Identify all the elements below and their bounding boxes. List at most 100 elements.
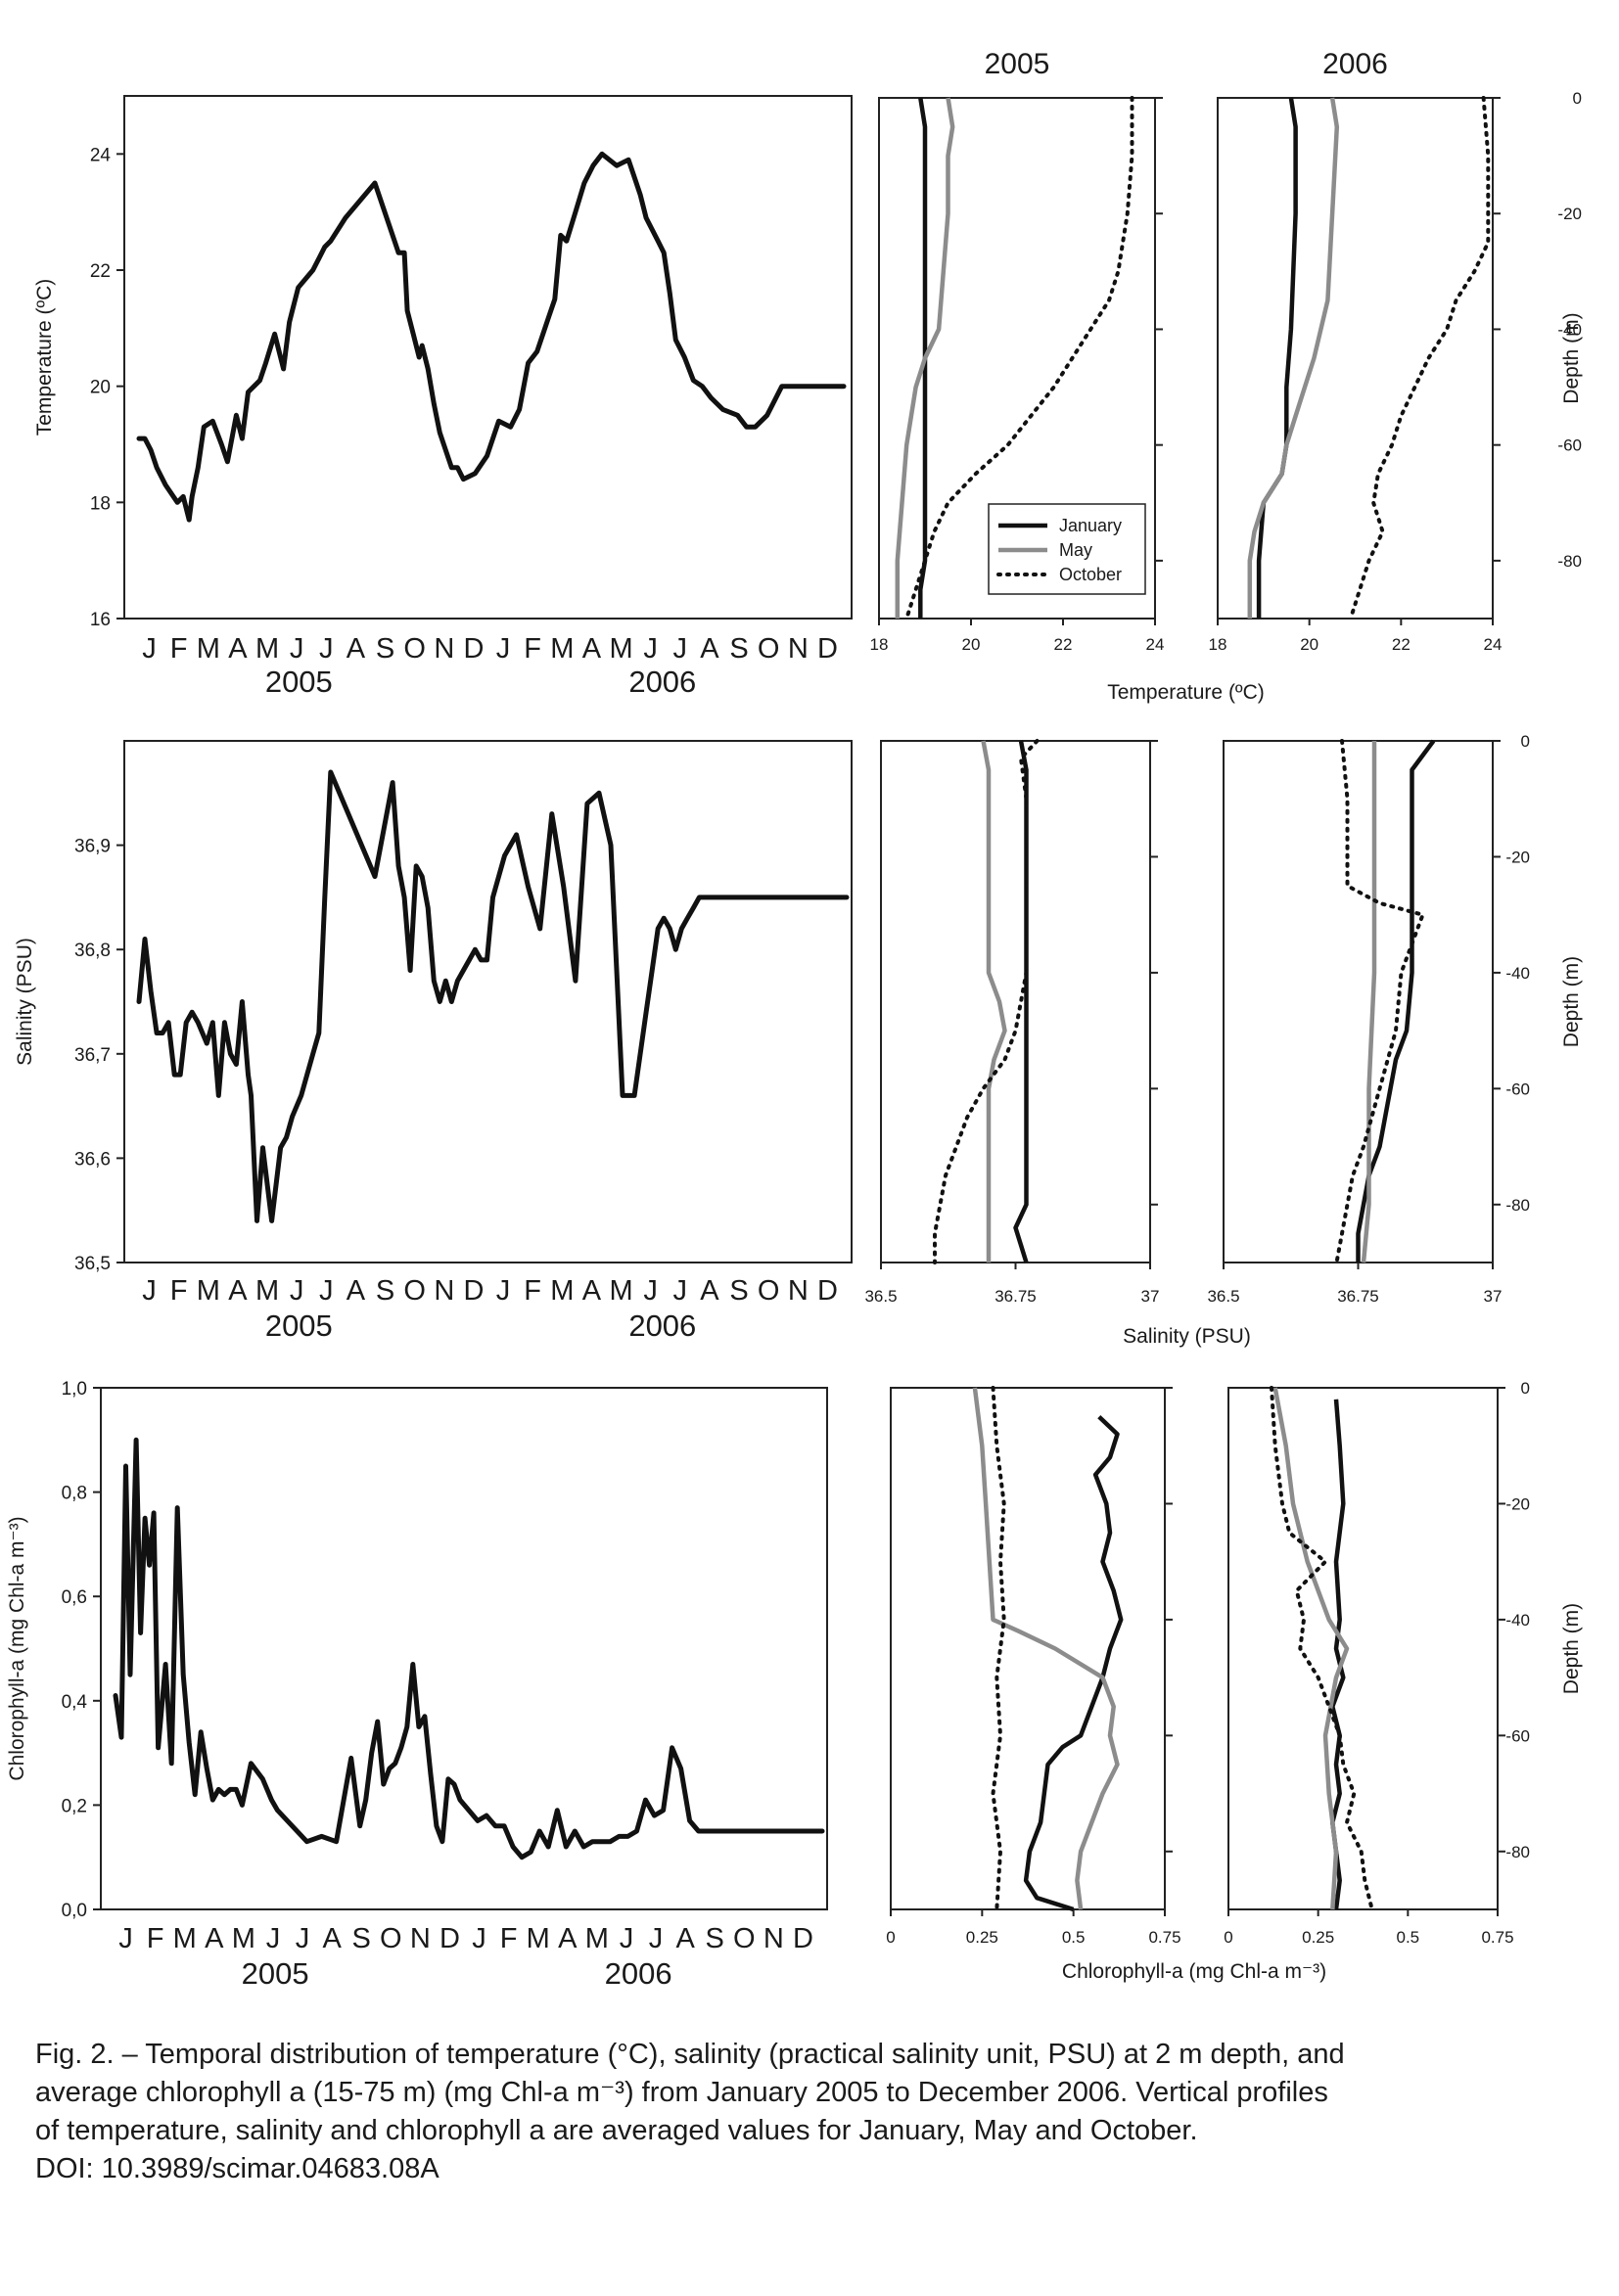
temperature-profiles-depth-tick-label: -40: [1557, 320, 1582, 339]
salinity-series-year-label-2006: 2006: [628, 1309, 696, 1343]
salinity-series-month-label-20: S: [729, 1275, 748, 1307]
chlorophyll-series-y-tick-label: 0,2: [62, 1796, 87, 1816]
chlorophyll-series-month-label-17: J: [620, 1923, 634, 1954]
temperature-profiles-2005-x-tick-label: 20: [962, 635, 981, 654]
salinity-profiles-depth-tick-label: -80: [1505, 1196, 1530, 1215]
salinity-profiles-2005-x-tick-label: 37: [1141, 1287, 1160, 1306]
temperature-series-month-label-7: A: [347, 633, 366, 665]
temperature-series-year-label-2006: 2006: [628, 665, 696, 699]
salinity-series-month-label-4: M: [255, 1275, 279, 1307]
chlorophyll-profiles-2005-x-tick-label: 0: [886, 1928, 895, 1947]
legend-label-january: January: [1059, 516, 1122, 535]
caption-line-4: DOI: 10.3989/scimar.04683.08A: [35, 2153, 439, 2184]
chlorophyll-profiles-2005-january-profile: [1023, 1414, 1124, 1912]
chlorophyll-profiles-2005-may-profile: [972, 1387, 1120, 1910]
temperature-series-frame: [123, 95, 853, 620]
chlorophyll-profiles-2005-october-profile: [991, 1386, 1006, 1911]
chlorophyll-profiles-2005-x-tick-label: 0.25: [966, 1928, 998, 1947]
legend-label-october: October: [1059, 565, 1122, 584]
temperature-series-y-tick-label: 18: [90, 493, 111, 514]
chlorophyll-series-month-label-18: J: [649, 1923, 664, 1954]
chlorophyll-profiles-x-axis-title: Chlorophyll-a (mg Chl-a m⁻³): [1062, 1960, 1326, 1983]
temperature-profiles-2006-may-profile: [1247, 97, 1340, 619]
salinity-profiles-depth-tick-label: 0: [1521, 732, 1530, 751]
salinity-profiles-depth-axis-title: Depth (m): [1560, 956, 1583, 1047]
salinity-series-month-label-13: F: [524, 1275, 541, 1307]
temperature-series-month-label-21: O: [758, 633, 780, 665]
chlorophyll-series-month-label-22: N: [763, 1923, 784, 1954]
chlorophyll-profiles-depth-tick-label: -80: [1505, 1843, 1530, 1861]
chlorophyll-series-month-label-20: S: [706, 1923, 724, 1954]
temperature-series-month-label-10: N: [434, 633, 454, 665]
temperature-profiles-2005-x-tick-label: 22: [1054, 635, 1073, 654]
temperature-series-month-label-16: M: [609, 633, 632, 665]
chlorophyll-profiles-depth-tick-label: 0: [1521, 1379, 1530, 1398]
salinity-series-frame: [123, 740, 853, 1263]
salinity-profiles-2006-frame: [1223, 740, 1494, 1263]
chlorophyll-profiles-depth-axis-title: Depth (m): [1560, 1603, 1583, 1694]
chlorophyll-series-month-label-12: J: [472, 1923, 486, 1954]
temperature-profiles-depth-axis-title: Depth (m): [1560, 312, 1583, 403]
salinity-series-month-label-1: F: [170, 1275, 188, 1307]
temperature-series-month-label-12: J: [496, 633, 511, 665]
temperature-profiles-2006-x-tick-label: 22: [1392, 635, 1411, 654]
temperature-series-month-label-11: D: [463, 633, 484, 665]
chlorophyll-series-month-label-23: D: [793, 1923, 813, 1954]
temperature-series-month-label-6: J: [319, 633, 334, 665]
salinity-series-month-label-5: J: [290, 1275, 304, 1307]
chlorophyll-series-month-label-1: F: [147, 1923, 164, 1954]
chlorophyll-series-month-label-16: M: [585, 1923, 609, 1954]
chlorophyll-profiles-depth-tick-label: -20: [1505, 1494, 1530, 1513]
temperature-series-month-label-2: M: [197, 633, 220, 665]
temperature-series-month-label-4: M: [255, 633, 279, 665]
temperature-series-month-label-8: S: [376, 633, 394, 665]
salinity-series-month-label-17: J: [643, 1275, 658, 1307]
figure-caption: Fig. 2. – Temporal distribution of tempe…: [35, 2036, 1592, 2188]
temperature-profiles-depth-tick-label: -60: [1557, 436, 1582, 455]
caption-line-2: average chlorophyll a (15-75 m) (mg Chl-…: [35, 2077, 1328, 2108]
salinity-profiles-2006-october-profile: [1334, 739, 1425, 1264]
chlorophyll-profiles-2006-october-profile: [1270, 1386, 1374, 1911]
chlorophyll-series-month-label-4: M: [232, 1923, 255, 1954]
salinity-profiles-depth-tick-label: -20: [1505, 848, 1530, 866]
temperature-series-month-label-13: F: [524, 633, 541, 665]
chlorophyll-profiles-2006-x-tick-label: 0: [1224, 1928, 1232, 1947]
salinity-series-month-label-10: N: [434, 1275, 454, 1307]
temperature-series-year-label-2005: 2005: [265, 665, 333, 699]
salinity-series-month-label-22: N: [788, 1275, 809, 1307]
temperature-series-month-label-17: J: [643, 633, 658, 665]
salinity-profiles-x-axis-title: Salinity (PSU): [1123, 1325, 1251, 1348]
caption-line-3: of temperature, salinity and chlorophyll…: [35, 2115, 1198, 2146]
chlorophyll-series-month-label-21: O: [733, 1923, 756, 1954]
salinity-profiles-2006-x-tick-label: 36.75: [1337, 1287, 1379, 1306]
salinity-profiles-depth-tick-label: -60: [1505, 1079, 1530, 1098]
salinity-series-month-label-7: A: [347, 1275, 366, 1307]
salinity-series-month-label-6: J: [319, 1275, 334, 1307]
salinity-series-month-label-0: J: [142, 1275, 157, 1307]
temperature-series-month-label-23: D: [817, 633, 838, 665]
chlorophyll-series-month-label-0: J: [118, 1923, 133, 1954]
salinity-series-y-tick-label: 36,6: [74, 1149, 111, 1170]
temperature-profiles-x-axis-title: Temperature (ºC): [1107, 681, 1265, 704]
salinity-series-y-tick-label: 36,8: [74, 941, 111, 961]
chlorophyll-series-y-tick-label: 0,6: [62, 1587, 87, 1608]
temperature-profiles-2005-frame: [878, 97, 1156, 620]
salinity-series-month-label-21: O: [758, 1275, 780, 1307]
chlorophyll-series-year-label-2006: 2006: [605, 1956, 672, 1991]
chlorophyll-profiles-depth-tick-label: -40: [1505, 1611, 1530, 1630]
salinity-series-month-label-14: M: [550, 1275, 574, 1307]
salinity-series-month-label-15: A: [582, 1275, 602, 1307]
temperature-series-month-label-22: N: [788, 633, 809, 665]
salinity-series-y-axis-title: Salinity (PSU): [14, 938, 36, 1066]
chlorophyll-series-month-label-9: O: [380, 1923, 402, 1954]
caption-line-1: Fig. 2. – Temporal distribution of tempe…: [35, 2039, 1345, 2070]
temperature-series-month-label-20: S: [729, 633, 748, 665]
salinity-series-y-tick-label: 36,7: [74, 1045, 111, 1066]
temperature-series-month-label-15: A: [582, 633, 602, 665]
chlorophyll-series-month-label-13: F: [500, 1923, 518, 1954]
temperature-series-line: [136, 151, 847, 523]
chlorophyll-profiles-2006-x-tick-label: 0.25: [1302, 1928, 1334, 1947]
chlorophyll-series-month-label-19: A: [675, 1923, 695, 1954]
temperature-series-y-axis-title: Temperature (ºC): [33, 279, 56, 436]
salinity-series-y-tick-label: 36,9: [74, 837, 111, 857]
